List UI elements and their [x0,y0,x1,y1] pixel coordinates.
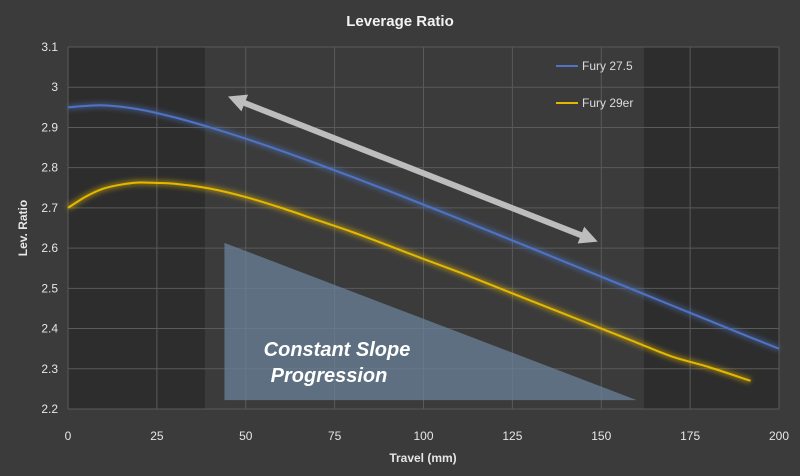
x-tick-label: 25 [150,429,164,443]
y-tick-label: 2.5 [41,281,58,295]
y-tick-label: 2.8 [41,161,58,175]
y-tick-label: 2.7 [41,201,58,215]
arrow-shaft [240,98,586,240]
series-line-fury-29er [67,181,751,382]
series-line-fury-27-5 [67,104,780,350]
y-tick-label: 3 [51,80,58,94]
shaded-region-1 [68,47,205,409]
arrow-head-end [577,226,598,244]
x-tick-label: 175 [680,429,700,443]
slope-triangle [224,242,637,401]
y-axis-title: Lev. Ratio [16,200,30,256]
x-tick-label: 0 [65,429,72,443]
y-tick-label: 2.6 [41,241,58,255]
y-tick-label: 2.4 [41,322,58,336]
legend-label-fury-29er: Fury 29er [582,96,633,110]
chart-title: Leverage Ratio [346,13,454,30]
progression-arrow-group [227,94,598,244]
tick-labels: 0 25 50 75 100 125 150 175 200 2.2 2.3 2.4 2.5 2.6 2.7… [41,40,789,443]
annotation-label-line1: Constant Slope [264,339,411,361]
x-axis-title: Travel (mm) [389,451,456,465]
arrow-head-start [227,94,249,112]
x-tick-label: 125 [502,429,522,443]
legend-label-fury-27-5: Fury 27.5 [582,59,633,73]
annotation-label-line2: Progression [271,365,388,387]
y-tick-label: 3.1 [41,40,58,54]
y-tick-label: 2.9 [41,120,58,134]
slope-triangle-group [224,242,637,401]
x-tick-label: 100 [413,429,433,443]
x-tick-label: 200 [769,429,789,443]
legend: Fury 27.5 Fury 29er [556,59,633,110]
x-tick-label: 150 [591,429,611,443]
x-tick-label: 75 [328,429,342,443]
series-lines [66,102,781,384]
x-tick-label: 50 [239,429,253,443]
y-tick-label: 2.3 [41,362,58,376]
y-tick-label: 2.2 [41,402,58,416]
shaded-region-2 [643,47,779,409]
